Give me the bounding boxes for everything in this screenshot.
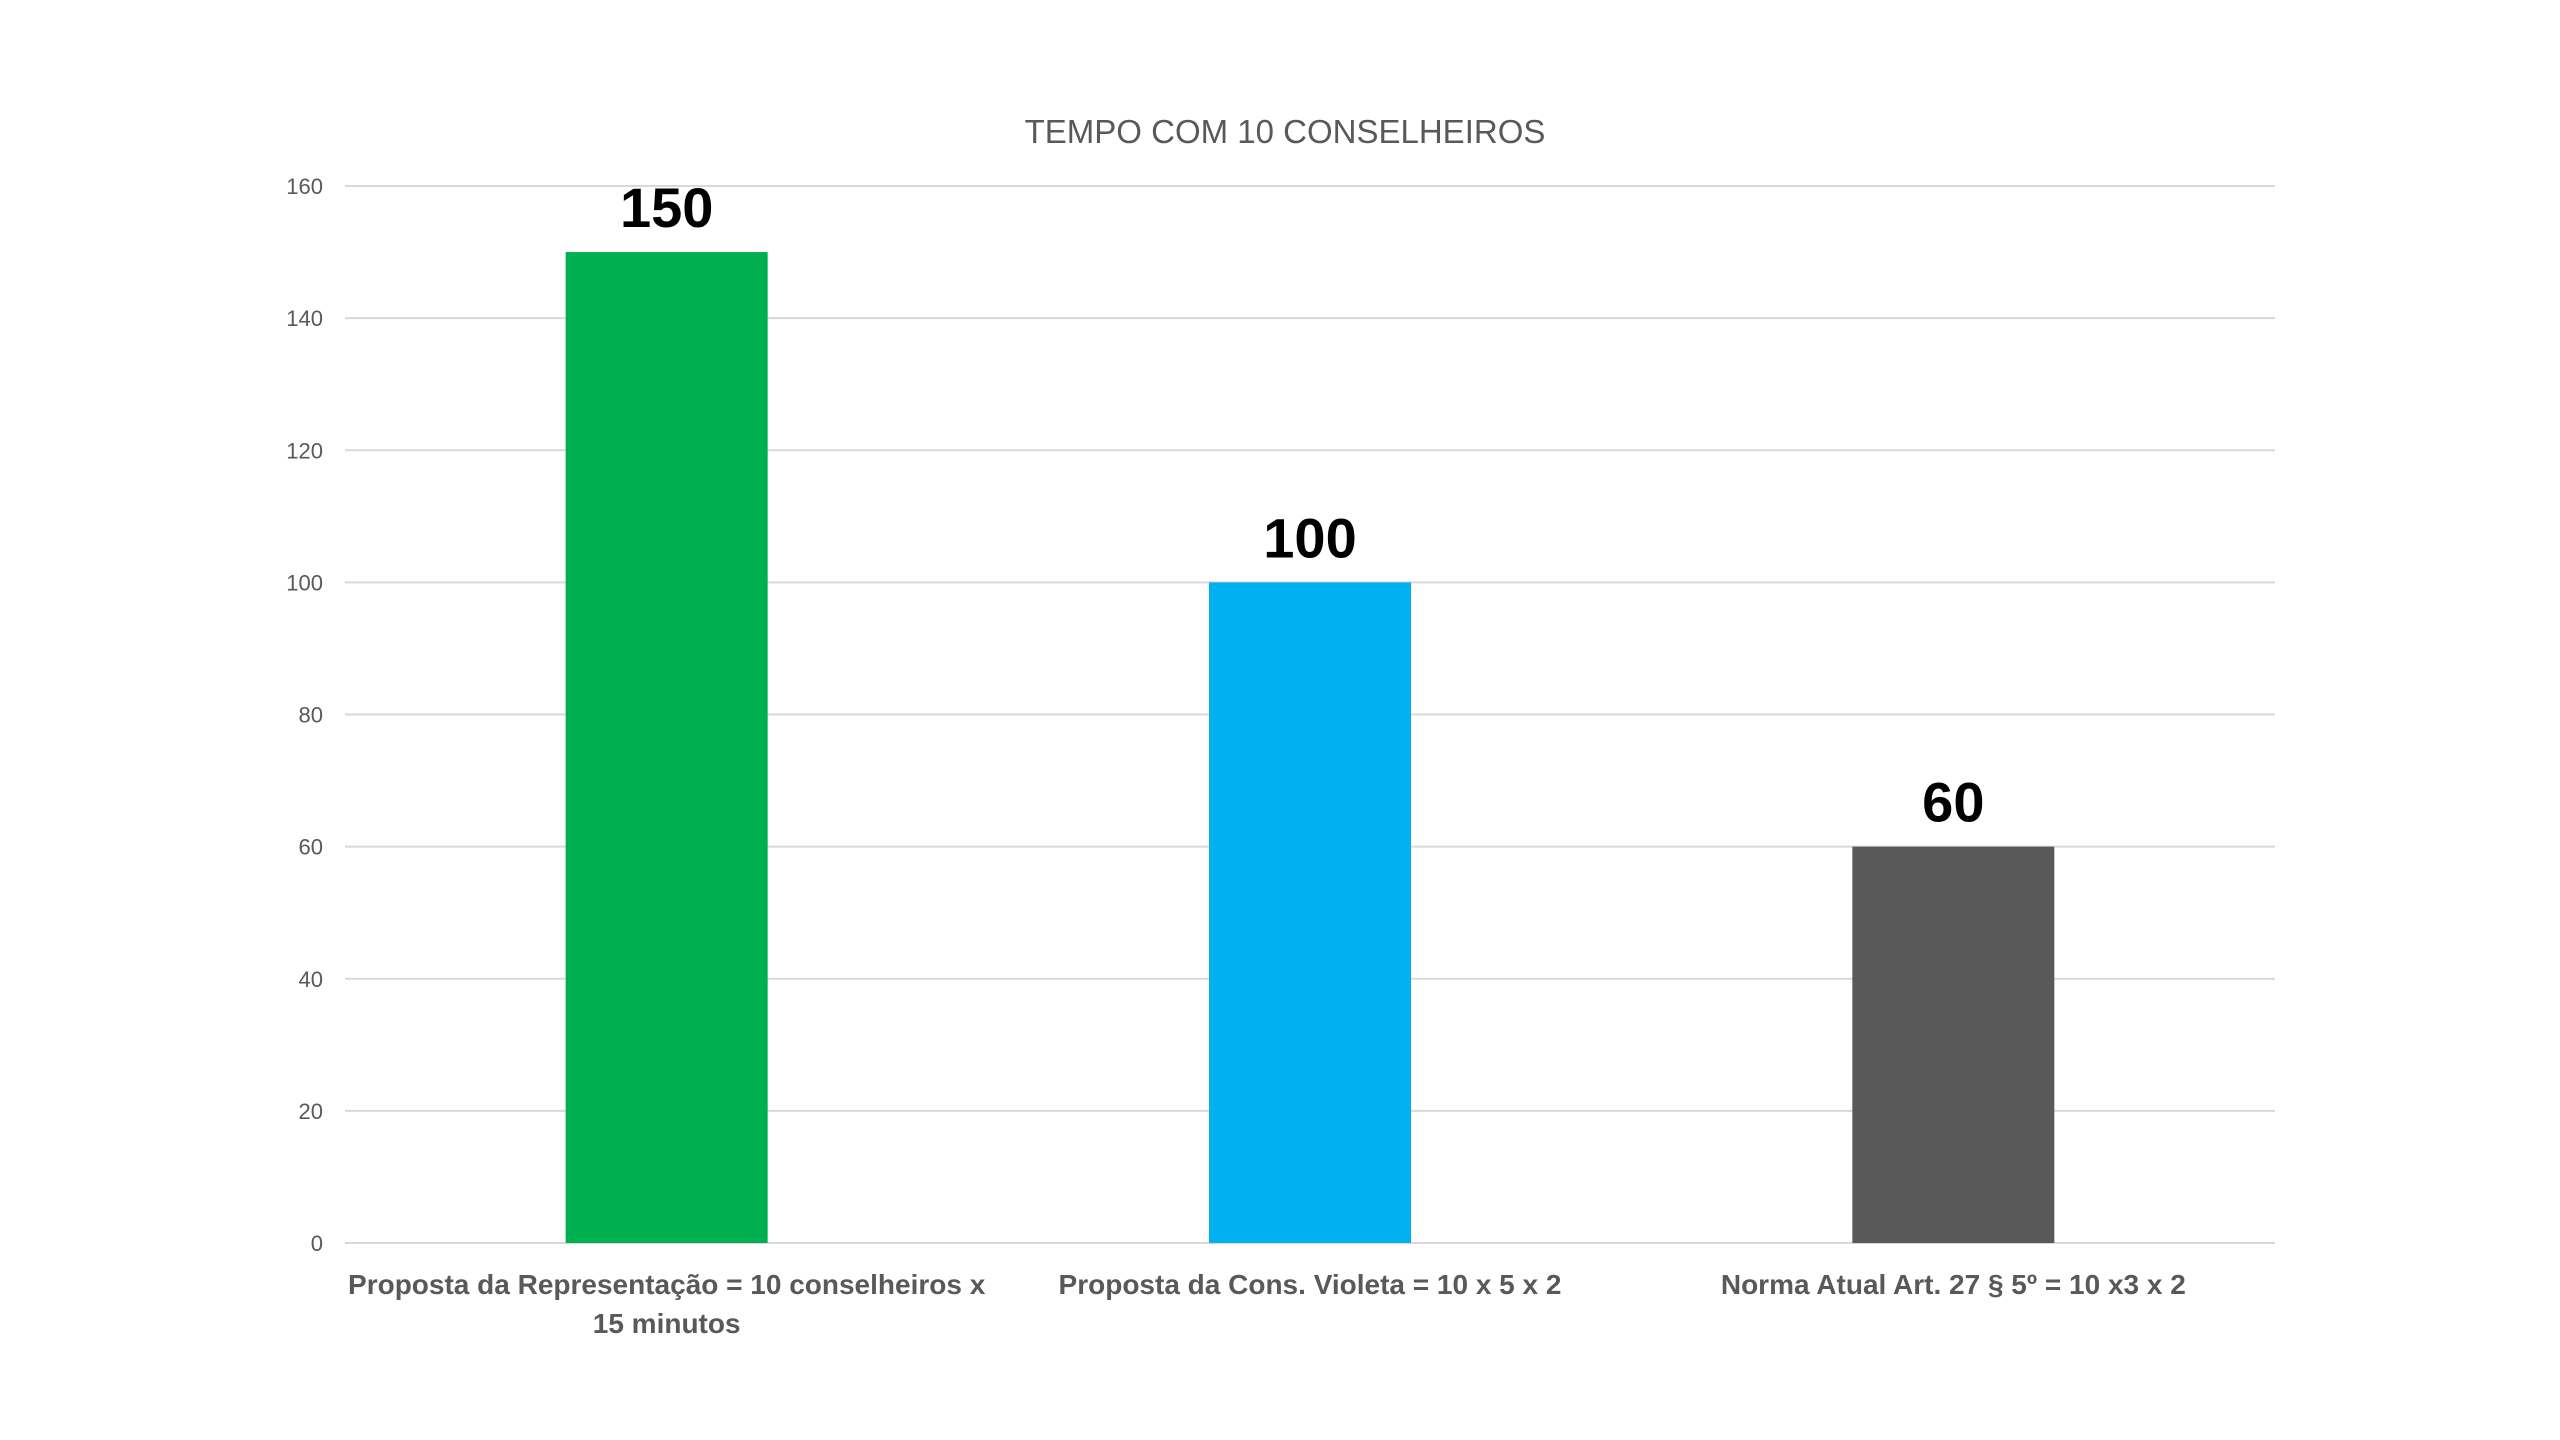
y-tick-label: 60 (299, 835, 323, 860)
bar-2 (1852, 846, 2055, 1243)
category-label-line: 15 minutos (593, 1308, 741, 1339)
bar-0 (565, 252, 768, 1243)
data-label-1: 100 (1263, 506, 1356, 569)
data-label-0: 150 (620, 176, 713, 239)
y-tick-label: 160 (286, 174, 323, 199)
category-label-line: Proposta da Cons. Violeta = 10 x 5 x 2 (1059, 1269, 1562, 1300)
y-tick-label: 100 (286, 570, 323, 595)
category-label-2: Norma Atual Art. 27 § 5º = 10 x3 x 2 (1721, 1269, 2186, 1300)
bars (565, 252, 2055, 1243)
chart-title: TEMPO COM 10 CONSELHEIROS (1025, 113, 1546, 150)
y-tick-label: 120 (286, 438, 323, 463)
data-label-2: 60 (1922, 771, 1984, 834)
y-tick-label: 140 (286, 306, 323, 331)
y-tick-label: 20 (299, 1099, 323, 1124)
category-label-line: Norma Atual Art. 27 § 5º = 10 x3 x 2 (1721, 1269, 2186, 1300)
category-label-0: Proposta da Representação = 10 conselhei… (348, 1269, 986, 1339)
bar-1 (1209, 582, 1411, 1243)
x-axis-category-labels: Proposta da Representação = 10 conselhei… (348, 1269, 2186, 1339)
y-tick-label: 0 (311, 1231, 323, 1256)
category-label-line: Proposta da Representação = 10 conselhei… (348, 1269, 986, 1300)
y-tick-label: 80 (299, 703, 323, 728)
y-axis-tick-labels: 0 20 40 60 80 100 120 140 160 (286, 174, 323, 1256)
category-label-1: Proposta da Cons. Violeta = 10 x 5 x 2 (1059, 1269, 1562, 1300)
data-labels: 150 100 60 (620, 176, 1985, 834)
y-tick-label: 40 (299, 967, 323, 992)
